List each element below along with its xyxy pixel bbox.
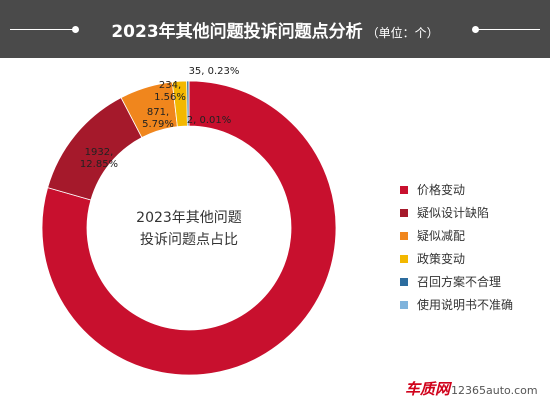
legend-swatch-2 [400, 231, 408, 240]
center-label-line-0: 2023年其他问题 [136, 210, 242, 226]
legend-label-2: 疑似减配 [417, 229, 466, 243]
watermark: 车质网12365auto.com [405, 378, 538, 399]
slice-label-3: 234, 1.56% [154, 80, 186, 103]
watermark-site: 12365auto.com [451, 384, 538, 397]
legend-label-1: 疑似设计缺陷 [417, 206, 490, 220]
legend-item-0: 价格变动 [400, 178, 550, 201]
legend-swatch-1 [400, 208, 408, 217]
chart-unit-text: （单位：个） [366, 26, 439, 40]
donut-chart: 1932, 12.85% 871, 5.79% 234, 1.56%35, 0.23% 2,… [41, 66, 337, 376]
chart-title: 2023年其他问题投诉问题点分析 （单位：个） [0, 17, 550, 42]
center-label-line-1: 投诉问题点占比 [140, 232, 238, 248]
header-rule-left [10, 29, 74, 30]
watermark-brand: 车质网 [405, 380, 451, 398]
legend-swatch-4 [400, 277, 408, 286]
legend-item-3: 政策变动 [400, 247, 550, 270]
header-bar: 2023年其他问题投诉问题点分析 （单位：个） [0, 0, 550, 58]
slice-label-2: 871, 5.79% [142, 107, 174, 130]
legend-swatch-3 [400, 254, 408, 263]
legend-swatch-5 [400, 300, 408, 309]
slice-label-1: 1932, 12.85% [80, 147, 118, 170]
legend-item-5: 使用说明书不准确 [400, 293, 550, 316]
legend-label-0: 价格变动 [417, 183, 466, 197]
legend-label-5: 使用说明书不准确 [417, 298, 514, 312]
legend-item-4: 召回方案不合理 [400, 270, 550, 293]
chart-legend: 价格变动疑似设计缺陷 疑似减配政策变动召回方案不合理 使用说明书不准确 [400, 178, 550, 316]
slice-label-4: 35, 0.23% [189, 66, 240, 77]
header-rule-right [476, 29, 540, 30]
slice-label-5: 2, 0.01% [187, 115, 232, 126]
legend-label-3: 政策变动 [417, 252, 466, 266]
legend-swatch-0 [400, 185, 408, 194]
slice-0 [41, 80, 337, 376]
header-dot-right [472, 26, 479, 33]
legend-item-2: 疑似减配 [400, 224, 550, 247]
legend-item-1: 疑似设计缺陷 [400, 201, 550, 224]
legend-label-4: 召回方案不合理 [417, 275, 502, 289]
header-dot-left [72, 26, 79, 33]
chart-title-text: 2023年其他问题投诉问题点分析 [111, 22, 363, 42]
